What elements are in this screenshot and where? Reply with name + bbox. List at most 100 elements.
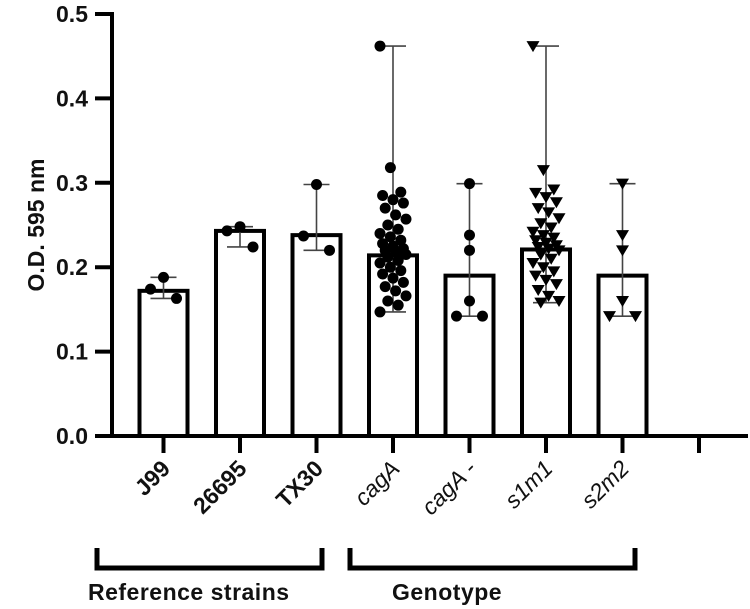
triangle-marker: [531, 203, 545, 215]
group-bracket: [94, 548, 325, 571]
circle-marker: [451, 310, 462, 322]
y-axis-title: O.D. 595 nm: [23, 159, 49, 292]
circle-marker: [298, 230, 309, 242]
circle-marker: [379, 202, 391, 214]
triangle-marker: [547, 232, 561, 244]
triangle-marker: [552, 245, 566, 257]
triangle-marker: [539, 192, 553, 204]
circle-marker: [384, 261, 396, 273]
triangle-marker: [534, 297, 548, 309]
circle-marker: [145, 283, 156, 295]
group-label: Genotype: [392, 579, 502, 605]
triangle-marker: [616, 230, 629, 242]
triangle-marker: [526, 41, 540, 53]
triangle-marker: [552, 213, 566, 225]
group-bracket: [347, 548, 638, 571]
y-tick-label: 0.0: [56, 423, 88, 449]
x-label-caga-: cagA -: [416, 455, 481, 520]
circle-marker: [400, 249, 412, 261]
triangle-marker: [526, 257, 540, 269]
group-label: Reference strains: [88, 579, 290, 605]
triangle-marker: [542, 290, 556, 302]
triangle-marker: [531, 241, 545, 253]
circle-marker: [390, 246, 402, 258]
circle-marker: [382, 251, 394, 263]
circle-marker: [377, 268, 389, 280]
triangle-marker: [529, 187, 543, 199]
triangle-marker: [531, 284, 545, 296]
circle-marker: [384, 231, 396, 243]
y-tick-label: 0.4: [56, 85, 88, 111]
circle-marker: [374, 257, 386, 269]
triangle-marker: [539, 274, 553, 286]
triangle-marker: [529, 235, 543, 247]
group-brackets: Reference strains Genotype: [88, 548, 638, 605]
triangle-marker: [542, 243, 556, 255]
circle-marker: [397, 276, 409, 288]
circle-marker: [464, 295, 475, 307]
circle-marker: [387, 194, 399, 206]
circle-marker: [247, 241, 259, 253]
circle-marker: [221, 225, 233, 237]
circle-marker: [392, 254, 404, 266]
circle-marker: [464, 244, 475, 256]
triangle-marker: [529, 270, 543, 282]
circle-marker: [464, 178, 475, 190]
x-axis: [110, 434, 748, 453]
circle-marker: [234, 221, 246, 233]
x-axis-labels: J99 26695 TX30 cagA cagA - s1m1 s2m2: [130, 455, 635, 520]
x-label-tx30: TX30: [271, 455, 328, 512]
circle-marker: [392, 299, 404, 311]
x-label-caga: cagA: [349, 455, 404, 510]
circle-marker: [390, 285, 402, 297]
triangle-marker: [534, 249, 548, 261]
triangle-marker: [536, 230, 550, 242]
bars: [137, 228, 649, 439]
triangle-marker: [616, 178, 629, 190]
circle-marker: [392, 223, 404, 235]
bar-j99: [137, 288, 190, 438]
y-axis: 0.0 0.1 0.2 0.3 0.4 0.5: [56, 1, 114, 449]
triangle-marker: [536, 262, 550, 274]
circle-marker: [397, 197, 409, 209]
circle-marker: [171, 292, 182, 304]
circle-marker: [395, 186, 407, 198]
triangle-marker: [549, 279, 563, 291]
x-label-s1m1: s1m1: [499, 455, 557, 513]
triangle-marker: [544, 253, 558, 265]
triangle-marker: [616, 295, 629, 307]
circle-marker: [382, 219, 394, 231]
circle-marker: [464, 229, 475, 241]
circle-marker: [377, 189, 389, 201]
circle-marker: [390, 209, 402, 221]
circle-marker: [395, 265, 407, 277]
circle-marker: [387, 272, 399, 284]
triangle-marker: [534, 218, 548, 230]
x-label-j99: J99: [130, 455, 176, 501]
triangle-marker: [629, 311, 642, 323]
bar-tx30: [290, 233, 343, 438]
circle-marker: [324, 244, 335, 256]
circle-marker: [374, 227, 386, 239]
x-label-26695: 26695: [188, 455, 252, 519]
y-tick-label: 0.3: [56, 170, 88, 196]
circle-marker: [158, 271, 169, 283]
bar-26695: [214, 228, 266, 438]
circle-marker: [384, 162, 396, 174]
triangle-marker: [552, 295, 566, 307]
circle-marker: [400, 213, 412, 225]
circle-marker: [382, 295, 394, 307]
circle-marker: [379, 281, 391, 293]
y-tick-label: 0.1: [56, 339, 88, 365]
triangle-marker: [526, 226, 540, 238]
triangle-marker: [539, 237, 553, 249]
triangle-marker: [549, 197, 563, 209]
circle-marker: [374, 306, 386, 318]
circle-marker: [477, 310, 488, 322]
triangle-marker: [616, 245, 629, 257]
y-tick-label: 0.5: [56, 1, 88, 27]
y-tick-label: 0.2: [56, 254, 88, 280]
triangle-marker: [542, 207, 556, 219]
triangle-marker: [536, 165, 550, 177]
